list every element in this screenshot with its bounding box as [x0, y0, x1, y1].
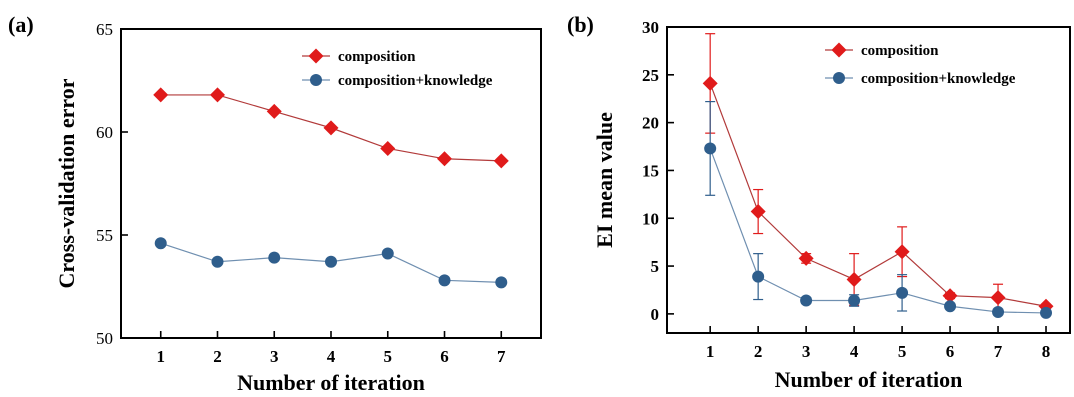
data-point-diamond — [798, 250, 814, 266]
x-tick-label: 3 — [802, 342, 811, 361]
y-axis-label: Cross-validation error — [54, 78, 79, 288]
x-tick-label: 7 — [497, 347, 506, 366]
plot-frame — [666, 26, 1071, 334]
y-tick-label: 15 — [642, 161, 659, 180]
x-tick-label: 7 — [994, 342, 1003, 361]
y-tick-label: 30 — [642, 18, 659, 37]
x-tick-label: 6 — [440, 347, 449, 366]
y-tick-label: 65 — [96, 20, 113, 39]
x-tick-label: 2 — [213, 347, 222, 366]
x-axis-label: Number of iteration — [237, 370, 425, 395]
x-tick-label: 5 — [384, 347, 393, 366]
data-point-diamond — [153, 87, 169, 103]
data-point-circle — [848, 294, 861, 307]
y-tick-label: 60 — [96, 123, 113, 142]
data-point-diamond — [942, 288, 958, 304]
data-point-circle — [896, 286, 909, 299]
data-point-circle — [268, 251, 281, 264]
data-point-diamond — [323, 120, 339, 136]
y-axis-label: EI mean value — [592, 112, 617, 248]
data-point-diamond — [702, 75, 718, 91]
data-point-circle — [800, 294, 813, 307]
data-point-circle — [381, 247, 394, 260]
x-tick-label: 4 — [327, 347, 336, 366]
y-tick-label: 5 — [651, 257, 660, 276]
y-tick-label: 55 — [96, 226, 113, 245]
x-tick-label: 4 — [850, 342, 859, 361]
legend-label: composition — [338, 49, 416, 65]
data-point-diamond — [209, 87, 225, 103]
legend-marker-diamond — [831, 42, 847, 58]
x-tick-label: 6 — [946, 342, 955, 361]
y-tick-label: 10 — [642, 209, 659, 228]
y-tick-label: 0 — [651, 305, 660, 324]
series-line — [709, 148, 1047, 314]
x-tick-label: 3 — [270, 347, 279, 366]
data-point-diamond — [437, 151, 453, 167]
x-tick-label: 5 — [898, 342, 907, 361]
data-point-circle — [325, 255, 337, 268]
data-point-circle — [752, 270, 765, 283]
y-tick-label: 25 — [642, 66, 659, 85]
x-tick-label: 8 — [1042, 342, 1051, 361]
x-axis-label: Number of iteration — [775, 367, 963, 392]
data-point-diamond — [750, 204, 766, 220]
series-line — [709, 83, 1047, 307]
data-point-diamond — [266, 103, 282, 119]
legend-label: composition — [861, 43, 939, 59]
data-point-diamond — [846, 271, 862, 287]
legend-marker-circle — [833, 72, 845, 84]
data-point-diamond — [493, 153, 509, 169]
chart-b: 0 5 10 15 20 25 30 1 2 3 4 5 6 7 8 Number of iteration E… — [592, 18, 1071, 392]
data-point-diamond — [990, 290, 1006, 306]
legend-label: composition+knowledge — [861, 71, 1016, 87]
x-tick-label: 2 — [754, 342, 763, 361]
data-point-circle — [992, 305, 1005, 318]
data-point-circle — [438, 274, 451, 287]
y-tick-label: 20 — [642, 114, 659, 133]
data-point-diamond — [894, 244, 910, 260]
y-tick-label: 50 — [96, 329, 113, 348]
data-point-circle — [211, 255, 224, 268]
legend-marker-diamond — [308, 48, 324, 64]
data-point-diamond — [380, 140, 396, 156]
legend-label: composition+knowledge — [338, 73, 493, 89]
legend-marker-circle — [310, 74, 322, 86]
data-point-circle — [704, 142, 717, 155]
panel-b-label: (b) — [567, 12, 594, 37]
panel-a-label: (a) — [8, 12, 34, 37]
x-tick-label: 1 — [706, 342, 715, 361]
x-tick-label: 1 — [156, 347, 165, 366]
data-point-circle — [495, 276, 508, 289]
data-point-circle — [154, 237, 167, 250]
chart-a: 50 55 60 65 1 2 3 4 5 6 7 Number of iteration Cross-… — [54, 20, 542, 395]
data-point-circle — [944, 300, 957, 313]
data-point-circle — [1040, 306, 1053, 319]
